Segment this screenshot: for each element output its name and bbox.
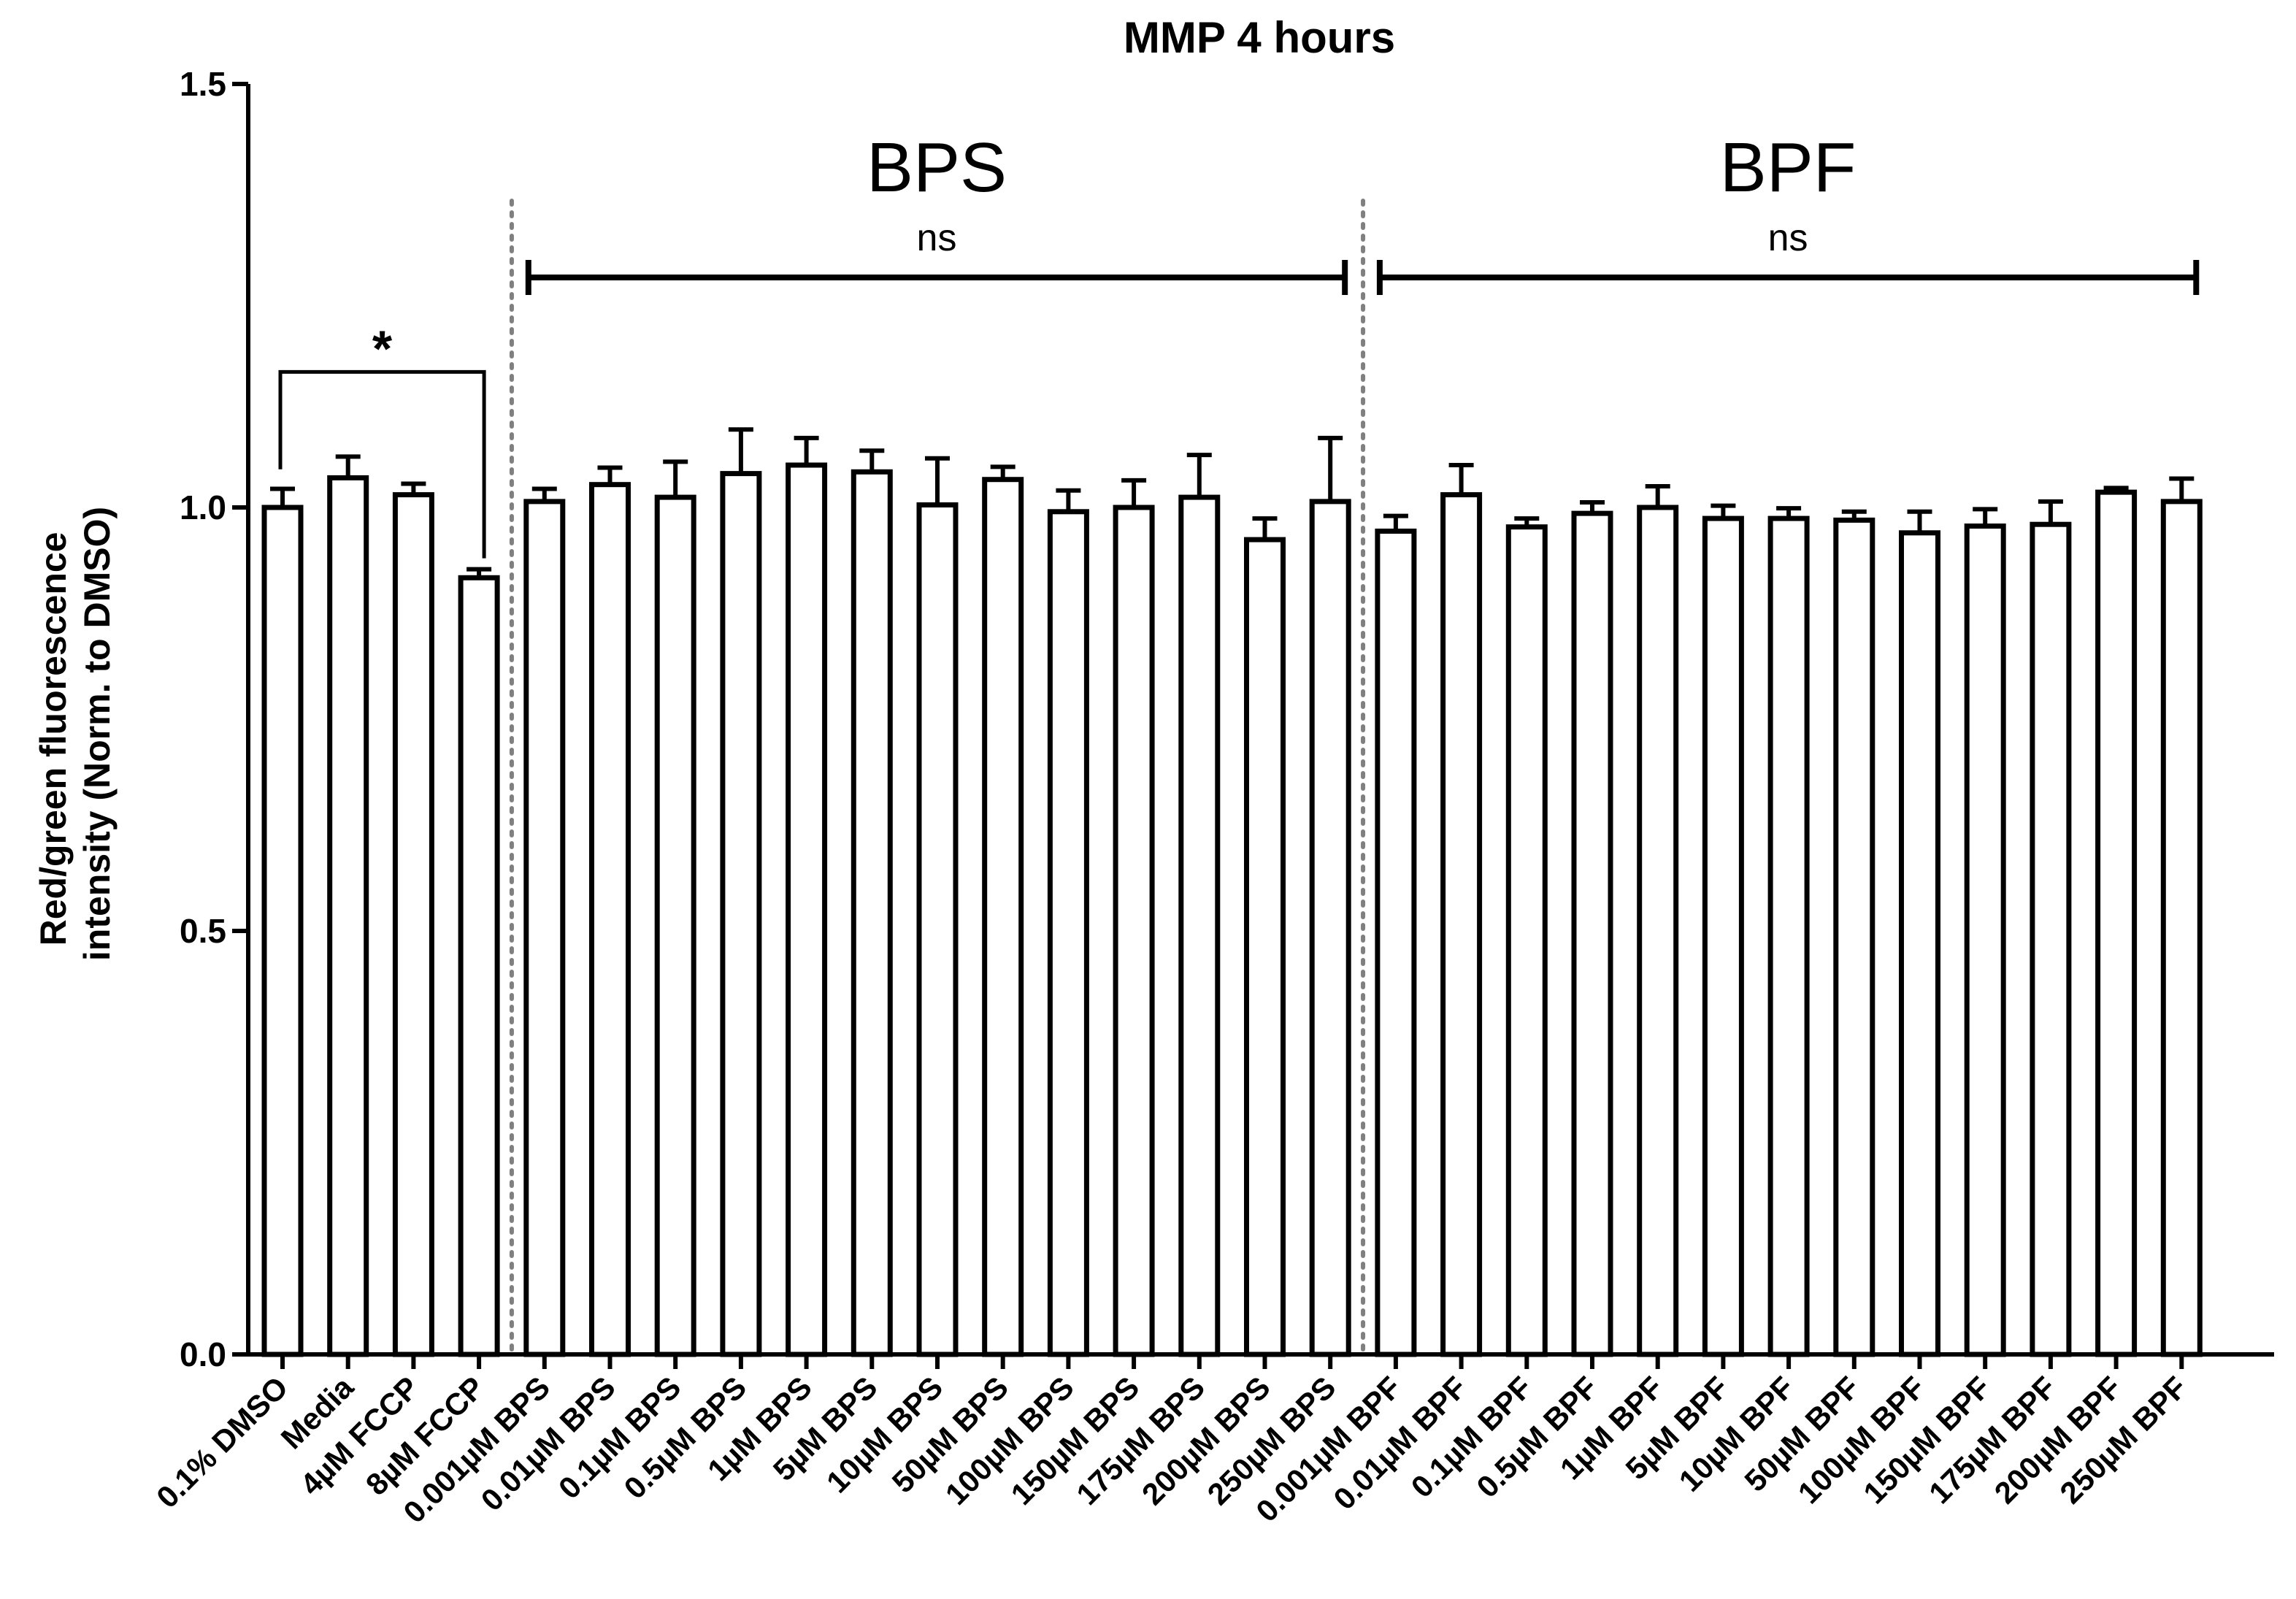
y-tick-label: 1.5 [180,65,226,103]
chart-title: MMP 4 hours [1124,13,1395,62]
bar [1309,499,1351,1357]
bar [1702,515,1744,1357]
bar [1505,524,1548,1357]
bar [1833,517,1875,1357]
y-axis-label-line-2: intensity (Norm. to DMSO) [77,507,118,961]
bar [392,492,434,1357]
group-label: BPS [867,129,1007,207]
bar [1244,537,1286,1357]
bar [1047,509,1089,1357]
bar [1767,515,1810,1357]
category-label: 0.1% DMSO [150,1370,294,1514]
y-axis-label: Red/green fluorescence intensity (Norm. … [33,507,118,961]
bar [1571,510,1613,1357]
y-tick-label: 0.5 [180,912,226,950]
y-tick-label: 0.0 [180,1335,226,1373]
bar [523,499,566,1357]
bar [1113,505,1155,1357]
bar [786,462,828,1357]
y-axis-label-line-1: Red/green fluorescence [33,532,74,946]
bar [2160,499,2203,1357]
group-label: BPF [1720,129,1857,207]
bar [982,477,1024,1357]
bar [589,482,631,1357]
bar [1440,492,1483,1357]
comparison-label: * [372,320,393,377]
comparison-bracket [278,369,486,559]
significance-label: ns [917,217,957,259]
bar [1178,494,1221,1357]
bar [916,502,959,1357]
bar [1964,524,2006,1357]
bar [1375,528,1417,1357]
bar [2095,489,2138,1357]
bar [458,575,500,1357]
bar [327,475,369,1357]
bar [1899,530,1940,1357]
bar [851,469,893,1357]
bar [261,505,304,1357]
y-tick-label: 1.0 [180,488,226,526]
bar [720,471,762,1357]
bar [2030,521,2072,1357]
significance-label: ns [1768,217,1808,259]
bar [654,494,696,1357]
bar [1637,505,1679,1357]
